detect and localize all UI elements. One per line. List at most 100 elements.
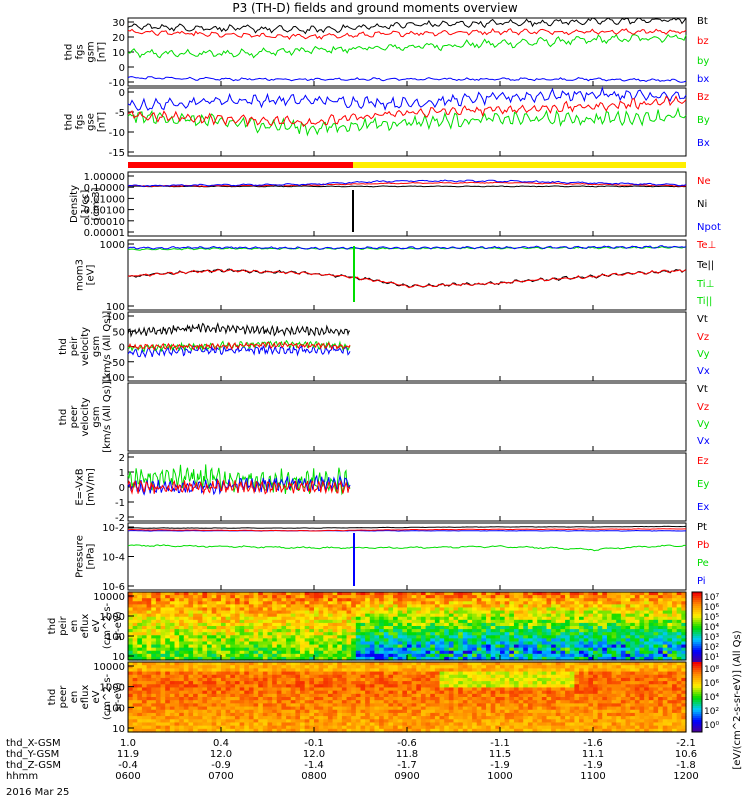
y-axis-label: gsm xyxy=(91,406,102,427)
series-line-density-npot xyxy=(127,179,687,188)
colorbar-tick-label: 10⁴ xyxy=(704,693,719,703)
y-axis-label: peir xyxy=(69,336,80,356)
y-axis-label: thd xyxy=(47,689,58,706)
x-axis-row-label: hhmm xyxy=(6,771,38,782)
y-axis-label: peer xyxy=(69,405,80,429)
y-tick-label: -10 xyxy=(109,128,125,139)
y-axis-label: fgs xyxy=(75,114,86,129)
x-axis-value: -0.4 xyxy=(118,760,138,771)
colorbar-tick-label: 10⁶ xyxy=(704,603,719,613)
y-tick-label: -50 xyxy=(109,358,125,369)
y-tick-label: 0.01000 xyxy=(84,194,125,205)
x-axis-value: -2.1 xyxy=(676,738,696,749)
title: P3 (TH-D) fields and ground moments over… xyxy=(232,1,518,15)
legend-peir_velocity-vz: Vz xyxy=(697,332,709,343)
legend-fgs_gse-bz: Bz xyxy=(697,92,709,103)
legend-density-npot: Npot xyxy=(697,222,721,233)
panel-frame-pressure xyxy=(127,522,687,591)
y-tick-label: 10 xyxy=(112,48,125,59)
legend-density-ni: Ni xyxy=(697,199,707,210)
y-tick-label: 100 xyxy=(106,312,125,323)
legend-peer_velocity-vx: Vx xyxy=(697,436,710,447)
colorbar-tick-label: 10³ xyxy=(704,633,719,643)
legend-temperature-te||: Te|| xyxy=(696,260,714,271)
series-line-temperature-te|| xyxy=(127,268,687,288)
y-tick-label: 10 xyxy=(112,724,125,735)
legend-fgs_gse-by: By xyxy=(697,115,710,126)
legend-fgs_gsm-bt: Bt xyxy=(697,16,708,27)
legend-efield-ez: Ez xyxy=(697,456,709,467)
date-label: 2016 Mar 25 xyxy=(6,787,70,798)
series-line-pressure-pe xyxy=(127,544,687,552)
y-axis-label: fgs xyxy=(75,44,86,59)
y-axis-label: Pressure xyxy=(75,535,86,578)
x-axis-value: -1.7 xyxy=(397,760,417,771)
y-tick-label: 0 xyxy=(119,88,125,99)
y-tick-label: -10 xyxy=(109,78,125,89)
y-tick-label: -2 xyxy=(115,513,125,524)
legend-peir_velocity-vx: Vx xyxy=(697,366,710,377)
legend-pressure-pb: Pb xyxy=(697,540,709,551)
x-axis-value: -1.8 xyxy=(676,760,696,771)
legend-pressure-pt: Pt xyxy=(697,522,707,533)
series-line-pressure-pt xyxy=(128,525,687,529)
legend-fgs_gsm-bz: bz xyxy=(697,36,709,47)
y-axis-label: [nPa] xyxy=(86,543,97,569)
y-tick-label: 1 xyxy=(119,468,125,479)
y-tick-label: 10 xyxy=(112,652,125,663)
y-axis-label: eV xyxy=(91,619,102,632)
series-line-fgs_gsm-bz xyxy=(127,27,687,40)
y-axis-label: gsm xyxy=(91,336,102,357)
x-axis-value: 0.4 xyxy=(213,738,229,749)
series-line-peir_velocity-vz xyxy=(127,341,351,351)
y-tick-label: 0 xyxy=(119,343,125,354)
y-axis-label: velocity xyxy=(80,327,91,366)
y-axis-label: (cm^2-s- xyxy=(102,673,113,720)
x-axis-row-label: thd_Y-GSM xyxy=(6,749,59,760)
series-line-efield-ey xyxy=(127,464,351,496)
colorbar-label: [eV/(cm^2-s-sr-eV)] (All Qs) xyxy=(732,630,743,769)
series-line-density-ne xyxy=(128,181,687,187)
y-axis-label: [cm-3] xyxy=(91,187,102,220)
colorbar-tick-label: 10⁷ xyxy=(704,593,719,603)
legend-efield-ey: Ey xyxy=(697,479,709,490)
y-axis-label: thd xyxy=(58,409,69,426)
panel-frame-fgs_gse xyxy=(127,87,687,157)
x-axis-value: 11.9 xyxy=(117,749,139,760)
series-line-temperature-te⊥ xyxy=(127,245,687,250)
y-axis-label: [mV/m] xyxy=(86,468,97,506)
legend-peir_velocity-vy: Vy xyxy=(697,349,710,360)
colorbar-tick-label: 10⁶ xyxy=(704,679,719,689)
x-axis-value: 12.0 xyxy=(210,749,232,760)
y-tick-label: 0 xyxy=(119,483,125,494)
y-tick-label: -1 xyxy=(115,498,125,509)
y-axis-label: thd xyxy=(64,44,75,61)
y-axis-label: en xyxy=(69,620,80,633)
y-axis-label: peer xyxy=(58,685,69,709)
y-tick-label: 100 xyxy=(106,703,125,714)
series-line-temperature-te|| xyxy=(127,268,687,289)
legend-peer_velocity-vz: Vz xyxy=(697,402,709,413)
y-axis-label: mom3 xyxy=(75,259,86,291)
y-tick-label: 1.00000 xyxy=(84,172,125,183)
y-axis-label: [1/cc] xyxy=(80,190,91,219)
y-axis-label: (cm^2-s- xyxy=(102,602,113,649)
legend-fgs_gsm-by: by xyxy=(697,56,709,67)
y-axis-label: eflux xyxy=(80,685,91,710)
y-tick-label: 1000 xyxy=(100,240,125,251)
panel-frame-peer_velocity xyxy=(127,382,687,452)
x-axis-value: 0700 xyxy=(208,771,233,782)
y-axis-label: peir xyxy=(58,615,69,635)
x-axis-value: -1.1 xyxy=(490,738,510,749)
x-axis-value: -0.1 xyxy=(304,738,324,749)
y-axis-label: [nT] xyxy=(97,112,108,132)
legend-efield-ex: Ex xyxy=(697,502,709,513)
legend-peer_velocity-vt: Vt xyxy=(697,384,708,395)
x-axis-row-label: thd_X-GSM xyxy=(6,738,61,749)
colorbar-tick-label: 10⁵ xyxy=(704,613,719,623)
x-axis-value: 11.5 xyxy=(489,749,511,760)
series-line-pressure-pi xyxy=(127,529,686,532)
x-axis-value: 11.8 xyxy=(396,749,418,760)
y-axis-label: thd xyxy=(47,618,58,635)
mode-bar-yellow xyxy=(353,162,686,168)
